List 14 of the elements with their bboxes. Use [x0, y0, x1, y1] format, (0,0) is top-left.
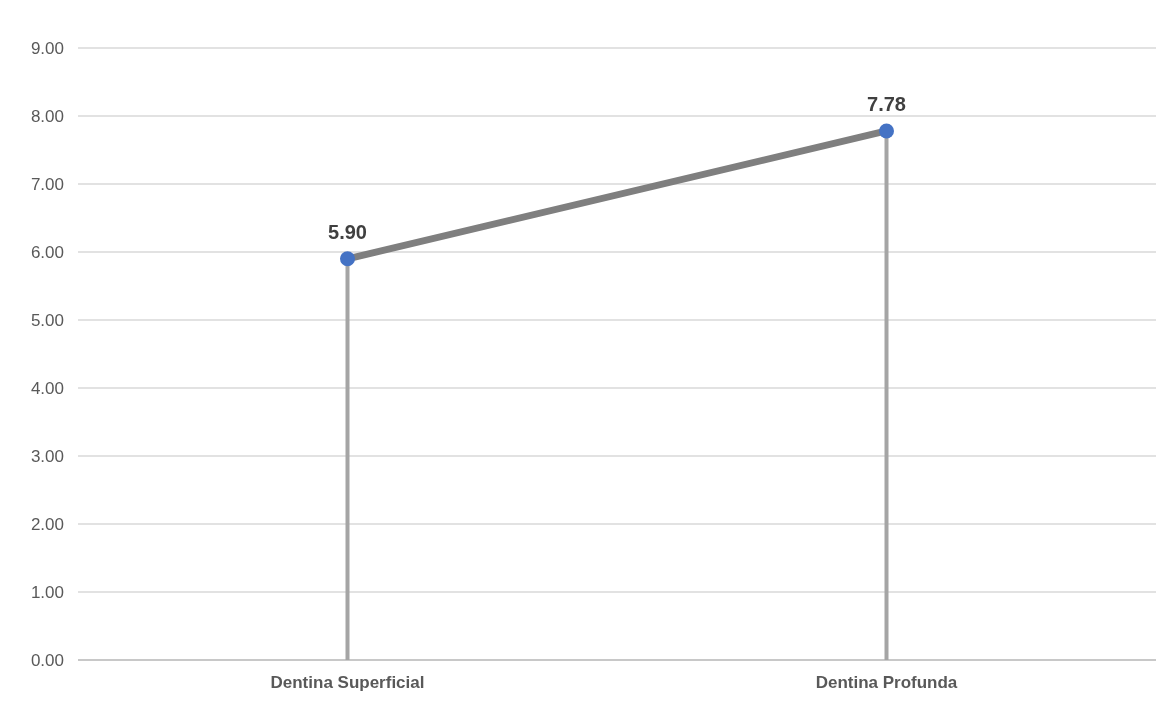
y-tick-label: 0.00: [30, 650, 64, 670]
y-tick-label: 2.00: [30, 514, 64, 534]
data-label: 7.78: [867, 92, 906, 115]
y-tick-label: 1.00: [30, 582, 64, 602]
y-tick-label: 5.00: [30, 310, 64, 330]
y-tick-label: 6.00: [30, 242, 64, 262]
y-tick-label: 8.00: [30, 106, 64, 126]
y-tick-label: 4.00: [30, 378, 64, 398]
data-label: 5.90: [328, 220, 367, 243]
x-tick-label: Dentina Superficial: [270, 673, 425, 692]
y-tick-label: 9.00: [30, 38, 64, 58]
y-tick-label: 3.00: [30, 446, 64, 466]
x-tick-label: Dentina Profunda: [815, 673, 958, 692]
y-tick-label: 7.00: [30, 174, 64, 194]
